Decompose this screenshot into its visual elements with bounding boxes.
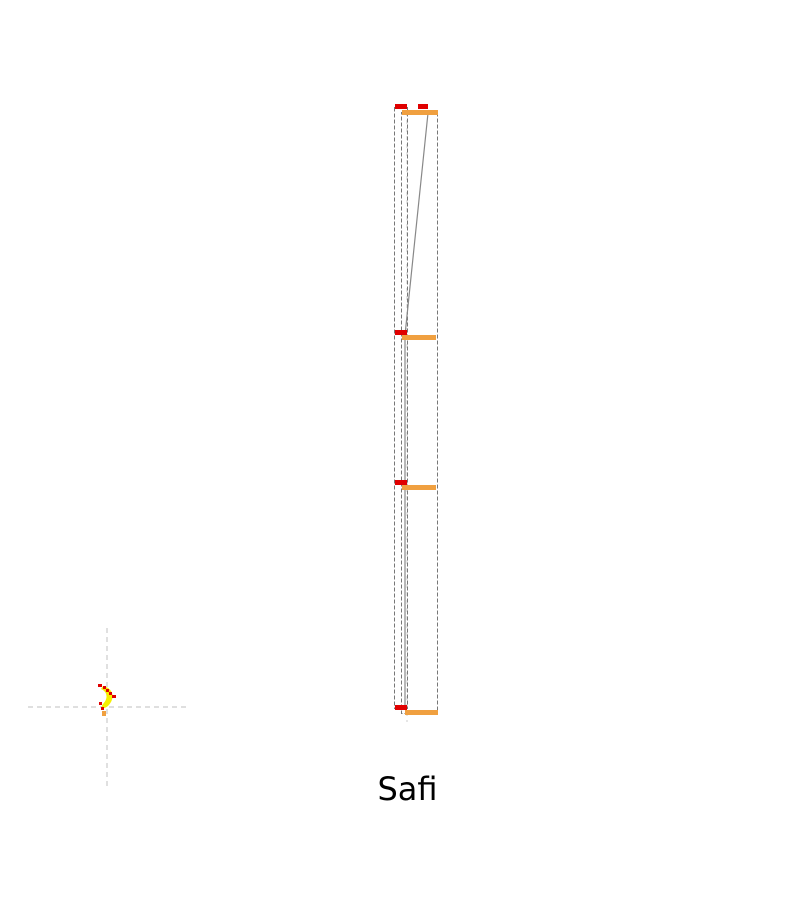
marker-red-dot [106,689,109,692]
marker-red-dot [99,702,102,705]
marker-red-dot [98,684,102,687]
marker-orange-dot [102,711,106,716]
top-orange-bar [402,110,438,115]
marker-red-dot [103,686,106,689]
level-orange-bar [402,335,436,340]
level-orange-bar [402,485,436,490]
diagonal-line [404,112,429,336]
bottom-red-mark [395,705,407,710]
top-red-mark [418,104,428,109]
caption-label: Safi [377,770,438,808]
level-red-mark [395,480,407,485]
marker-red-dot [101,707,104,710]
crosshair-marker [28,628,188,788]
level-red-mark [395,330,407,335]
marker-red-dot [112,695,116,698]
marker-red-dot [109,692,112,695]
top-red-mark [395,104,407,109]
tall-frame [394,104,438,722]
bottom-orange-bar [405,710,438,715]
crescent-icon [101,686,113,709]
